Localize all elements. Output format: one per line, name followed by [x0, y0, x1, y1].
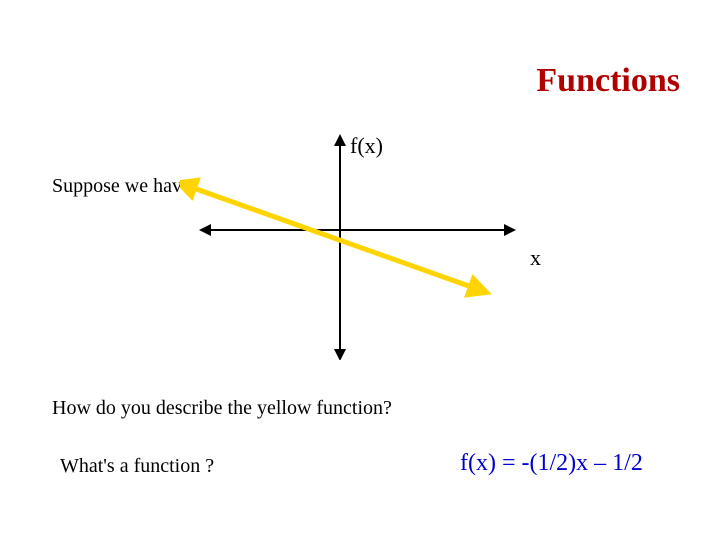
whats-function-text: What's a function ?: [60, 455, 214, 478]
suppose-text: Suppose we have:: [52, 175, 196, 198]
function-line: [185, 185, 480, 290]
function-chart: [180, 130, 520, 360]
page-title: Functions: [536, 62, 680, 100]
x-axis-label: x: [530, 245, 541, 271]
function-formula: f(x) = -(1/2)x – 1/2: [460, 450, 643, 477]
how-describe-text: How do you describe the yellow function?: [52, 397, 392, 420]
